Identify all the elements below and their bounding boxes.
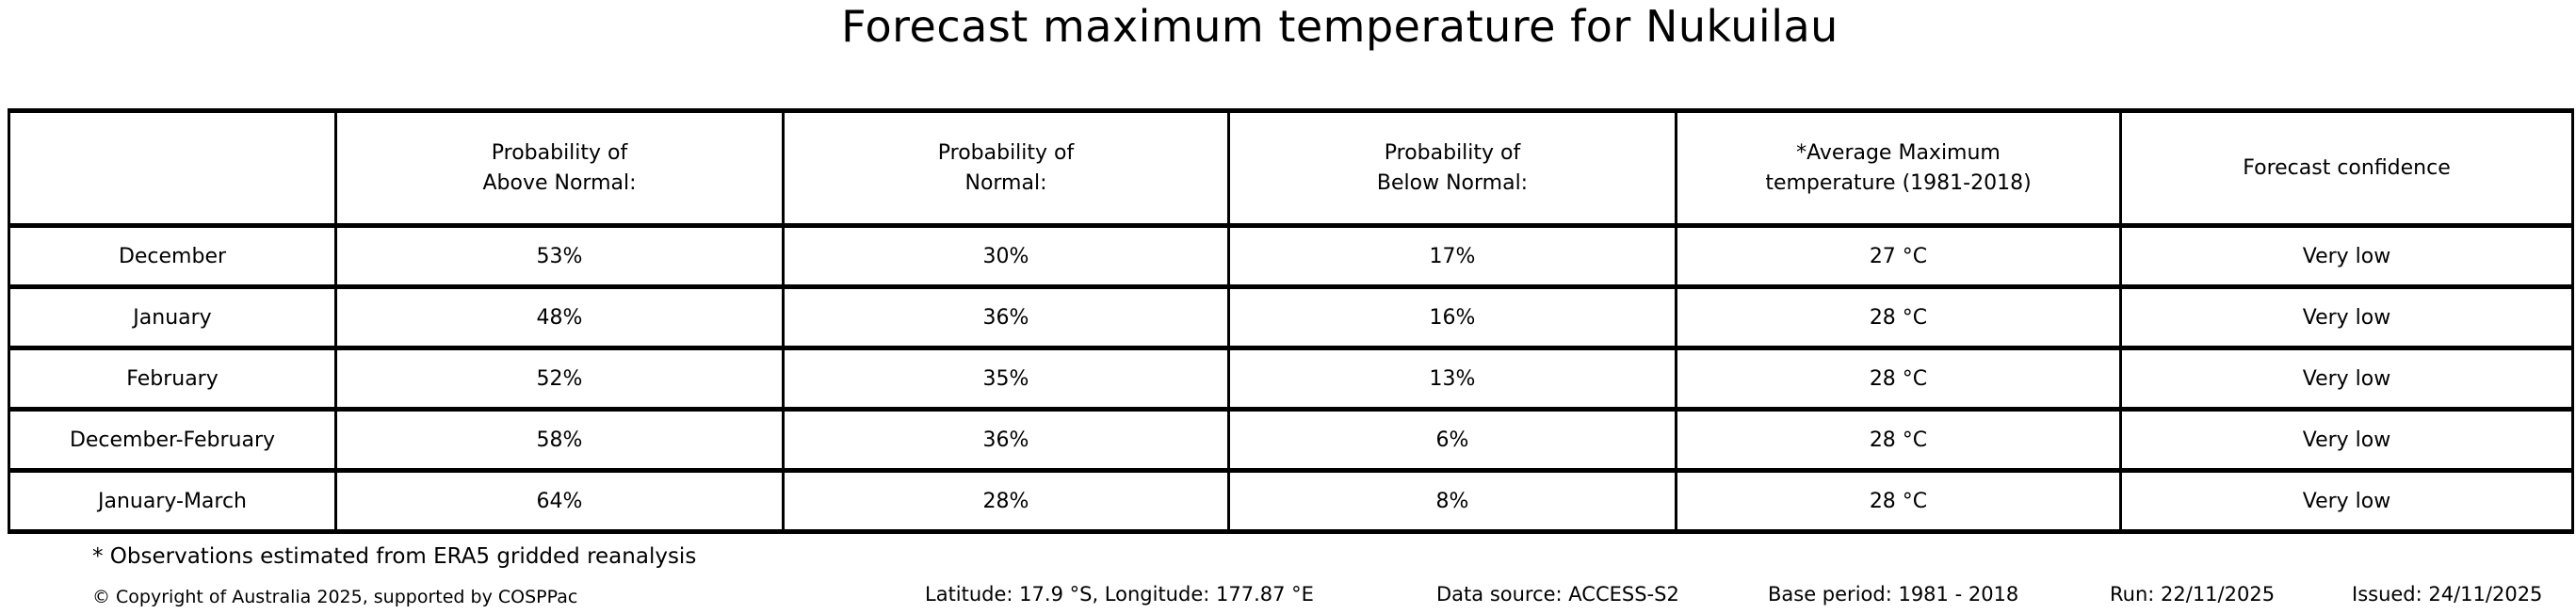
cell-below-normal: 6% bbox=[1227, 407, 1677, 473]
cell-average-maximum: 28 °C bbox=[1675, 346, 2122, 412]
footer-data-source: Data source: ACCESS-S2 bbox=[1436, 583, 1679, 606]
table-header-row: Probability of Above Normal: Probability… bbox=[8, 108, 2574, 228]
column-header-forecast-confidence: Forecast confidence bbox=[2119, 108, 2574, 228]
cell-forecast-confidence: Very low bbox=[2119, 346, 2574, 412]
footer-base-period: Base period: 1981 - 2018 bbox=[1768, 583, 2019, 606]
row-label: January bbox=[8, 284, 337, 350]
row-label: December bbox=[8, 223, 337, 289]
column-header-above-normal: Probability of Above Normal: bbox=[334, 108, 785, 228]
cell-average-maximum: 28 °C bbox=[1675, 284, 2122, 350]
cell-normal: 30% bbox=[782, 223, 1230, 289]
cell-normal: 28% bbox=[782, 468, 1230, 534]
footer-issued-date: Issued: 24/11/2025 bbox=[2352, 583, 2543, 606]
cell-below-normal: 17% bbox=[1227, 223, 1677, 289]
table-row-january: January 48% 36% 16% 28 °C Very low bbox=[8, 284, 2574, 350]
cell-average-maximum: 27 °C bbox=[1675, 223, 2122, 289]
cell-above-normal: 52% bbox=[334, 346, 785, 412]
footer-run-date: Run: 22/11/2025 bbox=[2110, 583, 2276, 606]
cell-below-normal: 13% bbox=[1227, 346, 1677, 412]
footer-location: Latitude: 17.9 °S, Longitude: 177.87 °E bbox=[925, 583, 1314, 606]
column-header-average-maximum: *Average Maximum temperature (1981-2018) bbox=[1675, 108, 2122, 228]
cell-normal: 36% bbox=[782, 284, 1230, 350]
cell-forecast-confidence: Very low bbox=[2119, 468, 2574, 534]
column-header-normal: Probability of Normal: bbox=[782, 108, 1230, 228]
table-row-december-february: December-February 58% 36% 6% 28 °C Very … bbox=[8, 407, 2574, 473]
cell-above-normal: 53% bbox=[334, 223, 785, 289]
cell-below-normal: 16% bbox=[1227, 284, 1677, 350]
table-row-january-march: January-March 64% 28% 8% 28 °C Very low bbox=[8, 468, 2574, 534]
cell-above-normal: 64% bbox=[334, 468, 785, 534]
cell-below-normal: 8% bbox=[1227, 468, 1677, 534]
cell-average-maximum: 28 °C bbox=[1675, 407, 2122, 473]
copyright-text: © Copyright of Australia 2025, supported… bbox=[92, 587, 578, 607]
row-label: February bbox=[8, 346, 337, 412]
table-corner-empty bbox=[8, 108, 337, 228]
cell-above-normal: 48% bbox=[334, 284, 785, 350]
page-title: Forecast maximum temperature for Nukuila… bbox=[841, 1, 1839, 52]
cell-forecast-confidence: Very low bbox=[2119, 284, 2574, 350]
cell-normal: 35% bbox=[782, 346, 1230, 412]
forecast-table: Probability of Above Normal: Probability… bbox=[8, 108, 2574, 534]
cell-forecast-confidence: Very low bbox=[2119, 223, 2574, 289]
column-header-below-normal: Probability of Below Normal: bbox=[1227, 108, 1677, 228]
cell-forecast-confidence: Very low bbox=[2119, 407, 2574, 473]
cell-above-normal: 58% bbox=[334, 407, 785, 473]
table-row-february: February 52% 35% 13% 28 °C Very low bbox=[8, 346, 2574, 412]
row-label: December-February bbox=[8, 407, 337, 473]
table-row-december: December 53% 30% 17% 27 °C Very low bbox=[8, 223, 2574, 289]
cell-average-maximum: 28 °C bbox=[1675, 468, 2122, 534]
row-label: January-March bbox=[8, 468, 337, 534]
cell-normal: 36% bbox=[782, 407, 1230, 473]
observations-footnote: * Observations estimated from ERA5 gridd… bbox=[92, 544, 697, 569]
